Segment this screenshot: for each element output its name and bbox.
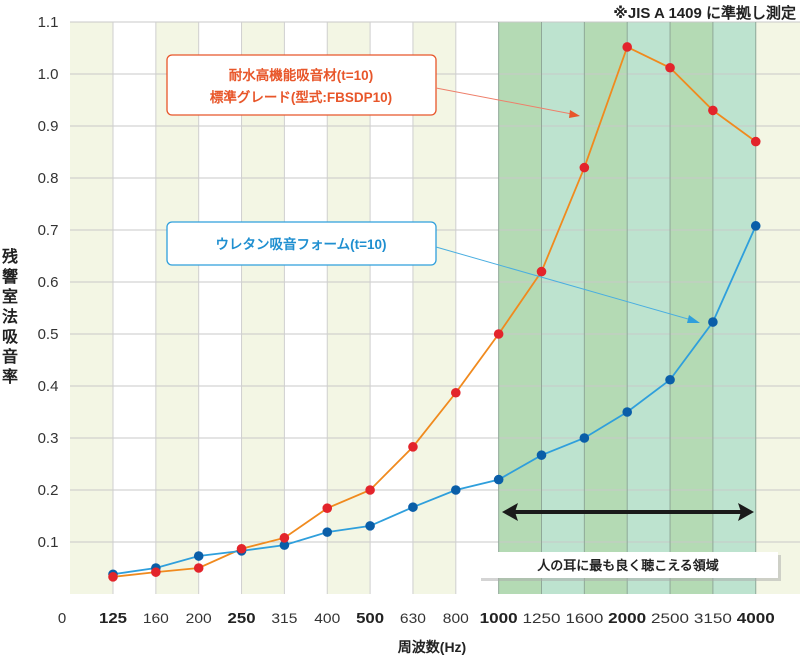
y-tick-label: 0.7 [38,222,59,239]
data-point-1 [708,317,718,327]
blue-series-label-box [166,221,437,266]
double-arrow-icon [502,503,754,521]
x-zero-label: 0 [58,610,66,627]
y-tick-label: 0.4 [38,378,59,395]
x-tick-label: 1000 [480,610,518,627]
grid-lines [70,21,800,594]
y-tick-labels: 0.1 0.2 0.3 0.4 0.5 0.6 0.7 0.8 0.9 1.0 1.1 [38,14,59,551]
data-point-1 [451,485,461,495]
data-point-0 [279,533,290,543]
x-tick-label: 1250 [523,610,561,626]
column-band [241,22,285,594]
blue-series-label: ウレタン吸音フォーム(t=10) [216,236,387,252]
series-line-1 [112,225,757,576]
data-point-0 [665,62,675,73]
data-point-0 [536,266,547,277]
data-point-0 [365,485,375,495]
y-axis-title-char: 響 [2,267,18,286]
region-label: 人の耳に最も良く聴こえる領域 [537,558,719,573]
data-point-1 [322,527,333,537]
data-point-1 [536,450,547,460]
data-point-0 [493,329,504,339]
series-line-0 [112,45,757,578]
orange-series-label-box [166,54,437,116]
region-label-box [478,552,778,578]
blue-arrowhead-icon [687,315,700,323]
data-point-0 [108,572,118,582]
x-tick-label: 400 [314,610,340,626]
data-point-1 [622,407,632,417]
x-tick-label: 250 [228,610,256,627]
series-lines [112,45,757,578]
data-point-0 [750,136,761,147]
y-axis-title-char: 率 [2,367,18,386]
x-tick-label: 315 [271,610,297,626]
y-tick-label: 1.1 [38,14,59,31]
data-point-0 [193,563,204,573]
y-axis-title-char: 吸 [2,328,19,346]
data-point-0 [579,162,590,173]
orange-arrowhead-icon [569,110,580,118]
column-band [755,22,800,594]
orange-pointer-arrow [435,87,578,116]
blue-pointer-arrow [435,246,696,322]
data-point-0 [408,442,418,452]
x-axis-title: 周波数(Hz) [398,639,466,655]
x-tick-label: 2500 [651,610,689,626]
orange-series-label-line2: 標準グレード(型式:FBSDP10) [210,89,392,105]
y-axis-title-char: 残 [2,247,18,266]
y-tick-label: 0.1 [38,534,59,551]
column-band [70,22,113,594]
x-tick-label: 200 [186,610,212,626]
data-point-1 [408,502,418,512]
x-tick-label: 2000 [608,610,646,627]
data-point-1 [750,221,761,231]
data-point-0 [322,503,333,513]
x-tick-label: 4000 [737,610,775,627]
column-band [498,22,542,594]
data-point-0 [151,567,161,577]
y-tick-label: 1.0 [38,66,59,83]
data-point-1 [493,474,504,485]
column-band [541,22,585,594]
orange-series-label-line1: 耐水高機能吸音材(t=10) [229,67,373,83]
y-tick-label: 0.9 [38,118,59,135]
y-tick-label: 0.8 [38,170,59,187]
y-tick-label: 0.2 [38,482,59,499]
y-axis-title-char: 法 [2,307,18,326]
data-point-0 [622,42,632,52]
data-point-1 [665,374,675,385]
data-point-1 [579,433,590,443]
x-tick-label: 800 [443,610,469,626]
y-axis-title-char: 音 [2,347,18,366]
column-band [670,22,713,594]
x-tick-labels: 125 160 200 250 315 400 500 630 800 1000 1250 1600 2… [99,610,775,627]
data-point-0 [236,543,247,554]
y-axis-title-char: 室 [2,287,18,306]
data-point-1 [365,521,375,531]
x-tick-label: 630 [400,610,426,626]
column-band [584,22,628,594]
y-tick-label: 0.3 [38,430,59,447]
column-band [155,22,199,594]
data-point-0 [451,387,461,398]
x-tick-label: 125 [99,610,127,627]
data-point-0 [708,105,718,116]
data-point-1 [193,551,204,561]
y-tick-label: 0.6 [38,274,59,291]
series-markers [108,42,761,582]
y-tick-label: 0.5 [38,326,59,343]
x-tick-label: 500 [356,610,384,627]
x-tick-label: 1600 [565,610,603,626]
x-tick-label: 160 [143,610,169,626]
jis-note: ※JIS A 1409 に準拠し測定 [613,4,796,22]
data-point-1 [279,540,290,550]
x-tick-label: 3150 [694,610,732,626]
